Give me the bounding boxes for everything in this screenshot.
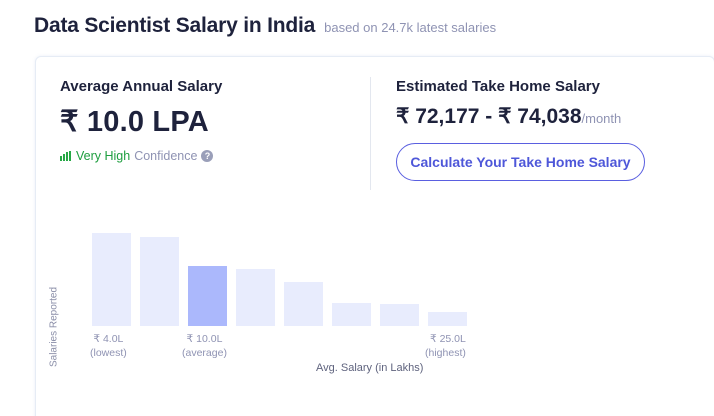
average-salary-label: Average Annual Salary [60,78,223,95]
page-title: Data Scientist Salary in India [34,14,316,37]
page-subtitle: based on 24.7k latest salaries [324,20,497,35]
tick-value: ₹ 4.0L [93,333,124,345]
tick-lowest: ₹ 4.0L (lowest) [90,332,127,360]
page-header: Data Scientist Salary in India based on … [34,14,496,38]
chart-bar[interactable] [140,237,179,326]
per-month-unit: /month [581,111,622,126]
tick-note: (average) [182,347,227,359]
take-home-section: Estimated Take Home Salary ₹ 72,177 - ₹ … [396,78,645,181]
take-home-value: ₹ 72,177 - ₹ 74,038/month [396,104,645,129]
chart-bar[interactable] [428,312,467,326]
chart-bar[interactable] [332,303,371,326]
average-salary-value: ₹ 10.0 LPA [60,106,209,138]
take-home-label: Estimated Take Home Salary [396,78,600,95]
salary-card: Average Annual Salary ₹ 10.0 LPA Very Hi… [35,56,714,416]
confidence-label: Confidence [134,149,198,163]
tick-highest: ₹ 25.0L (highest) [425,332,466,360]
chart-bar[interactable] [380,304,419,326]
signal-bars-icon [60,151,71,161]
tick-value: ₹ 25.0L [429,333,466,345]
y-axis-label: Salaries Reported [48,286,60,368]
calculate-take-home-button[interactable]: Calculate Your Take Home Salary [396,143,645,181]
tick-value: ₹ 10.0L [186,333,223,345]
tick-note: (lowest) [90,347,127,359]
help-icon[interactable]: ? [201,150,214,162]
take-home-range: ₹ 72,177 - ₹ 74,038 [396,105,582,128]
tick-note: (highest) [425,347,466,359]
tick-average: ₹ 10.0L (average) [182,332,227,360]
chart-bar-average[interactable] [188,266,227,326]
confidence-indicator: Very High Confidence ? [60,149,222,163]
average-salary-section: Average Annual Salary ₹ 10.0 LPA Very Hi… [60,78,222,163]
chart-bar[interactable] [236,269,275,326]
section-divider [370,77,371,190]
chart-bar[interactable] [284,282,323,326]
x-axis-label: Avg. Salary (in Lakhs) [316,362,424,374]
confidence-level: Very High [76,149,131,163]
chart-bar[interactable] [92,233,131,326]
